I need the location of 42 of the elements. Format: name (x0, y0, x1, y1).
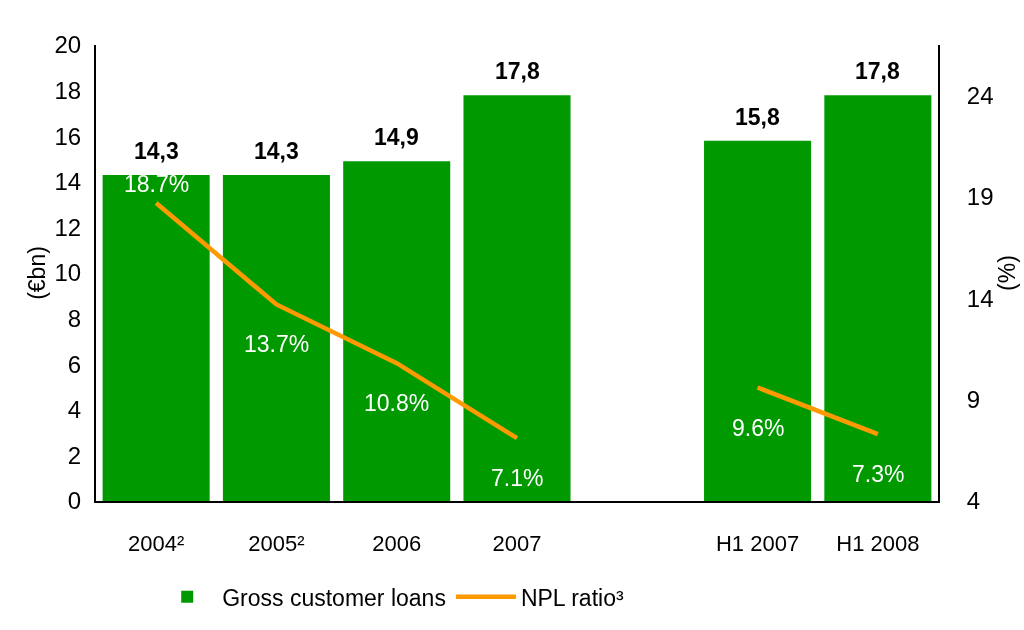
x-tick-label: 2006 (372, 531, 422, 557)
y-tick-label: 10 (54, 259, 82, 287)
y-tick-label: 4 (67, 396, 82, 424)
data-label: 7.3% (852, 461, 905, 487)
y2-axis-title: (%) (993, 255, 1020, 291)
x-tick-label: H1 2008 (836, 531, 920, 557)
y-tick-label: 12 (54, 213, 82, 241)
y-tick-label: 6 (67, 350, 82, 378)
y-tick-label: 18 (54, 77, 82, 104)
data-label: 13.7% (244, 331, 310, 357)
y-tick-label: 16 (54, 122, 82, 150)
data-label: 17,8 (495, 58, 540, 84)
x-tick-label: 2005² (248, 531, 305, 557)
legend-label: NPL ratio³ (520, 584, 624, 611)
y2-tick-label: 9 (966, 386, 981, 414)
y-tick-label: 8 (67, 305, 82, 332)
data-label: 17,8 (855, 58, 900, 84)
y-tick-label: 0 (67, 487, 82, 515)
x-tick-label: H1 2007 (715, 531, 800, 557)
y2-tick-label: 4 (966, 487, 981, 515)
bar (463, 95, 571, 501)
data-label: 10.8% (364, 390, 430, 416)
data-label: 14,3 (134, 138, 179, 164)
y-tick-label: 14 (54, 168, 82, 196)
bar (222, 174, 330, 501)
y-tick-label: 2 (67, 441, 82, 469)
legend-label: Gross customer loans (222, 584, 446, 611)
y-axis-title: (€bn) (24, 246, 51, 300)
data-label: 7.1% (491, 465, 544, 491)
data-label: 15,8 (735, 104, 780, 130)
data-label: 18.7% (124, 171, 190, 197)
bar (343, 161, 451, 501)
y2-tick-label: 14 (966, 284, 994, 312)
bar (102, 174, 210, 501)
x-tick-label: 2007 (492, 531, 542, 557)
y2-tick-label: 19 (966, 183, 994, 211)
x-tick-label: 2004² (128, 531, 185, 557)
y-tick-label: 20 (54, 31, 82, 59)
y2-tick-label: 24 (966, 82, 994, 110)
data-label: 9.6% (732, 415, 785, 441)
data-label: 14,3 (254, 138, 299, 164)
data-label: 14,9 (374, 124, 419, 150)
